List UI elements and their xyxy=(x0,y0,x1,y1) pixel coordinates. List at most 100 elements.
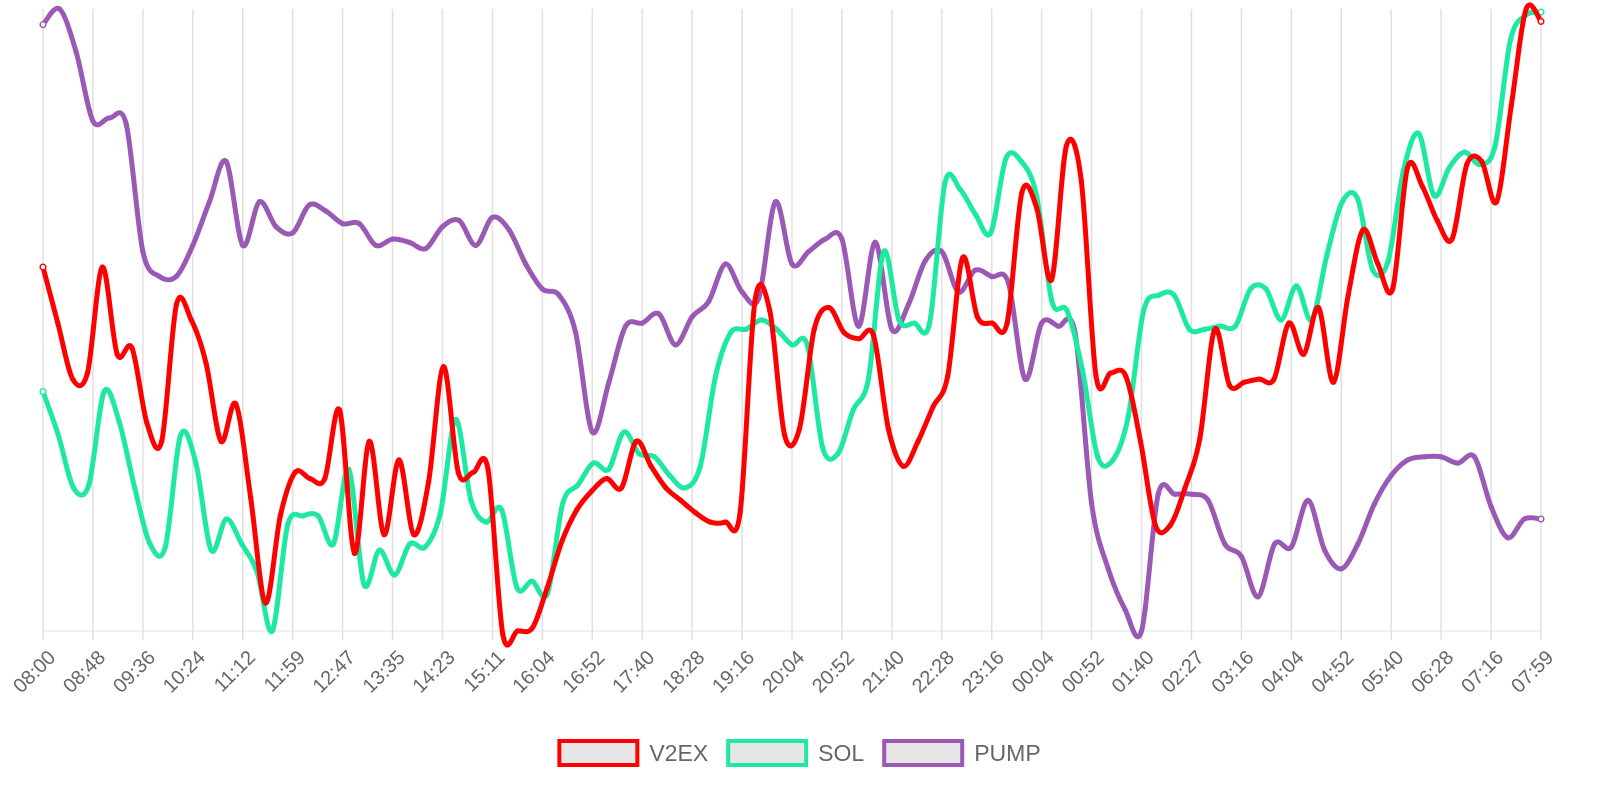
data-point[interactable] xyxy=(1508,102,1515,109)
data-point[interactable] xyxy=(1022,376,1028,382)
data-point[interactable] xyxy=(1222,541,1228,547)
data-point[interactable] xyxy=(1238,553,1245,560)
data-point[interactable] xyxy=(885,426,892,432)
data-point[interactable] xyxy=(203,360,209,367)
data-point[interactable] xyxy=(376,547,382,553)
data-point[interactable] xyxy=(407,541,413,547)
data-point[interactable] xyxy=(306,202,312,208)
data-point[interactable] xyxy=(974,314,981,320)
data-point[interactable] xyxy=(439,224,446,230)
data-point[interactable] xyxy=(1063,143,1070,149)
data-point[interactable] xyxy=(1315,304,1322,311)
data-point[interactable] xyxy=(1305,497,1311,504)
data-point[interactable] xyxy=(781,432,788,438)
data-point[interactable] xyxy=(361,581,367,588)
data-point[interactable] xyxy=(106,115,113,121)
data-point[interactable] xyxy=(336,407,343,413)
data-point[interactable] xyxy=(514,628,521,634)
data-point[interactable] xyxy=(605,466,612,472)
data-point[interactable] xyxy=(572,329,579,336)
data-point[interactable] xyxy=(529,578,535,584)
data-point[interactable] xyxy=(373,242,379,249)
data-point[interactable] xyxy=(323,208,329,214)
data-point[interactable] xyxy=(256,199,263,205)
data-point[interactable] xyxy=(322,475,328,482)
data-point[interactable] xyxy=(114,351,120,357)
data-point[interactable] xyxy=(1431,192,1437,199)
data-point[interactable] xyxy=(1493,199,1500,205)
data-point[interactable] xyxy=(173,301,180,308)
data-point[interactable] xyxy=(1202,326,1208,332)
data-point[interactable] xyxy=(575,482,581,488)
data-point[interactable] xyxy=(1521,516,1528,522)
data-point[interactable] xyxy=(1172,491,1178,497)
data-point[interactable] xyxy=(539,286,545,292)
data-point[interactable] xyxy=(1241,379,1248,385)
data-point[interactable] xyxy=(290,230,296,236)
data-point[interactable] xyxy=(381,531,387,538)
data-point[interactable] xyxy=(1255,594,1261,600)
data-point[interactable] xyxy=(1034,205,1040,211)
data-point[interactable] xyxy=(589,429,595,435)
data-point[interactable] xyxy=(269,628,275,634)
data-point[interactable] xyxy=(1471,454,1478,460)
data-point[interactable] xyxy=(132,485,138,491)
data-point[interactable] xyxy=(411,531,417,538)
data-point[interactable] xyxy=(1370,267,1376,273)
data-point[interactable] xyxy=(1523,6,1529,12)
data-point[interactable] xyxy=(55,320,61,326)
data-point[interactable] xyxy=(856,336,862,342)
data-point[interactable] xyxy=(728,329,734,336)
data-point[interactable] xyxy=(1171,292,1177,298)
data-point[interactable] xyxy=(930,404,936,410)
data-point[interactable] xyxy=(1385,258,1391,264)
data-point[interactable] xyxy=(636,451,642,457)
data-point[interactable] xyxy=(159,438,165,444)
data-point[interactable] xyxy=(972,211,979,218)
data-point[interactable] xyxy=(1278,317,1284,323)
data-point[interactable] xyxy=(223,158,229,165)
data-point[interactable] xyxy=(1338,566,1345,572)
data-point[interactable] xyxy=(116,419,123,426)
data-point[interactable] xyxy=(489,214,496,221)
data-point[interactable] xyxy=(1355,541,1361,547)
data-point[interactable] xyxy=(307,475,313,482)
data-point[interactable] xyxy=(1288,544,1295,550)
data-point[interactable] xyxy=(84,370,91,376)
data-point[interactable] xyxy=(55,432,61,438)
data-point[interactable] xyxy=(523,261,529,267)
data-point[interactable] xyxy=(1217,323,1223,329)
data-point[interactable] xyxy=(1188,491,1195,497)
data-point[interactable] xyxy=(1055,323,1062,329)
data-point[interactable] xyxy=(772,199,779,205)
data-point[interactable] xyxy=(739,289,745,295)
data-point[interactable] xyxy=(926,320,933,326)
data-point[interactable] xyxy=(366,438,372,444)
data-point[interactable] xyxy=(190,242,196,249)
data-point[interactable] xyxy=(422,544,428,550)
data-point[interactable] xyxy=(1018,158,1024,165)
data-point[interactable] xyxy=(752,298,758,304)
data-point[interactable] xyxy=(1263,286,1269,292)
data-point[interactable] xyxy=(822,236,828,242)
data-point[interactable] xyxy=(1375,261,1381,267)
data-point[interactable] xyxy=(1324,252,1330,258)
data-point[interactable] xyxy=(1156,292,1162,298)
data-point[interactable] xyxy=(805,248,812,255)
data-point[interactable] xyxy=(70,485,77,491)
data-point[interactable] xyxy=(1345,292,1351,298)
data-point[interactable] xyxy=(1182,485,1188,491)
data-point[interactable] xyxy=(900,463,906,469)
data-point[interactable] xyxy=(1405,457,1411,463)
data-point[interactable] xyxy=(1003,155,1009,162)
data-point[interactable] xyxy=(1138,628,1145,634)
data-point[interactable] xyxy=(1272,541,1278,547)
data-point[interactable] xyxy=(1123,373,1129,379)
data-point[interactable] xyxy=(144,419,150,426)
data-point[interactable] xyxy=(406,239,412,246)
data-point[interactable] xyxy=(706,298,712,304)
data-point[interactable] xyxy=(1293,283,1300,289)
data-point[interactable] xyxy=(1212,326,1218,332)
data-point[interactable] xyxy=(743,326,749,332)
data-point[interactable] xyxy=(767,308,773,314)
